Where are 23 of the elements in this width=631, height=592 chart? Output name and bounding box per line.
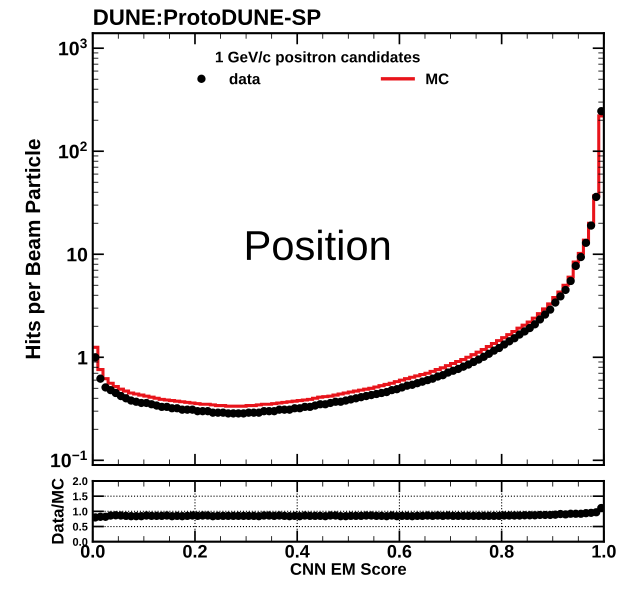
y-axis-title: Hits per Beam Particle [25,139,44,358]
x-tick-label: 0.2 [183,544,207,558]
x-tick-label: 0.8 [490,544,514,558]
y-tick-label: 1.5 [73,492,88,500]
x-axis-title: CNN EM Score [290,563,406,575]
y-tick-label: 2.0 [72,477,88,486]
y-tick-label: 10$^{−1}$ [51,450,87,468]
y-tick-label: 0.5 [72,522,88,531]
y-axis-title: Data/MC [51,478,64,544]
y-tick-label: 1.0 [73,508,88,516]
annotation: Position [246,230,390,260]
x-tick-label: 0.6 [388,544,412,558]
y-tick-label: 10$^{3}$ [59,38,87,56]
chart-title: DUNE:ProtoDUNE-SP [94,9,320,26]
x-tick-label: 0.4 [285,544,310,558]
legend-title: 1 GeV/c positron candidates [216,51,420,66]
y-tick-label: 10$^{2}$ [59,142,87,158]
y-tick-label: 0.0 [72,538,88,546]
y-tick-label: 1 [78,350,88,364]
legend-label: data [230,73,260,84]
legend-label: MC [426,74,449,84]
x-tick-label: 1.0 [592,544,616,558]
y-tick-label: 10 [67,248,88,262]
